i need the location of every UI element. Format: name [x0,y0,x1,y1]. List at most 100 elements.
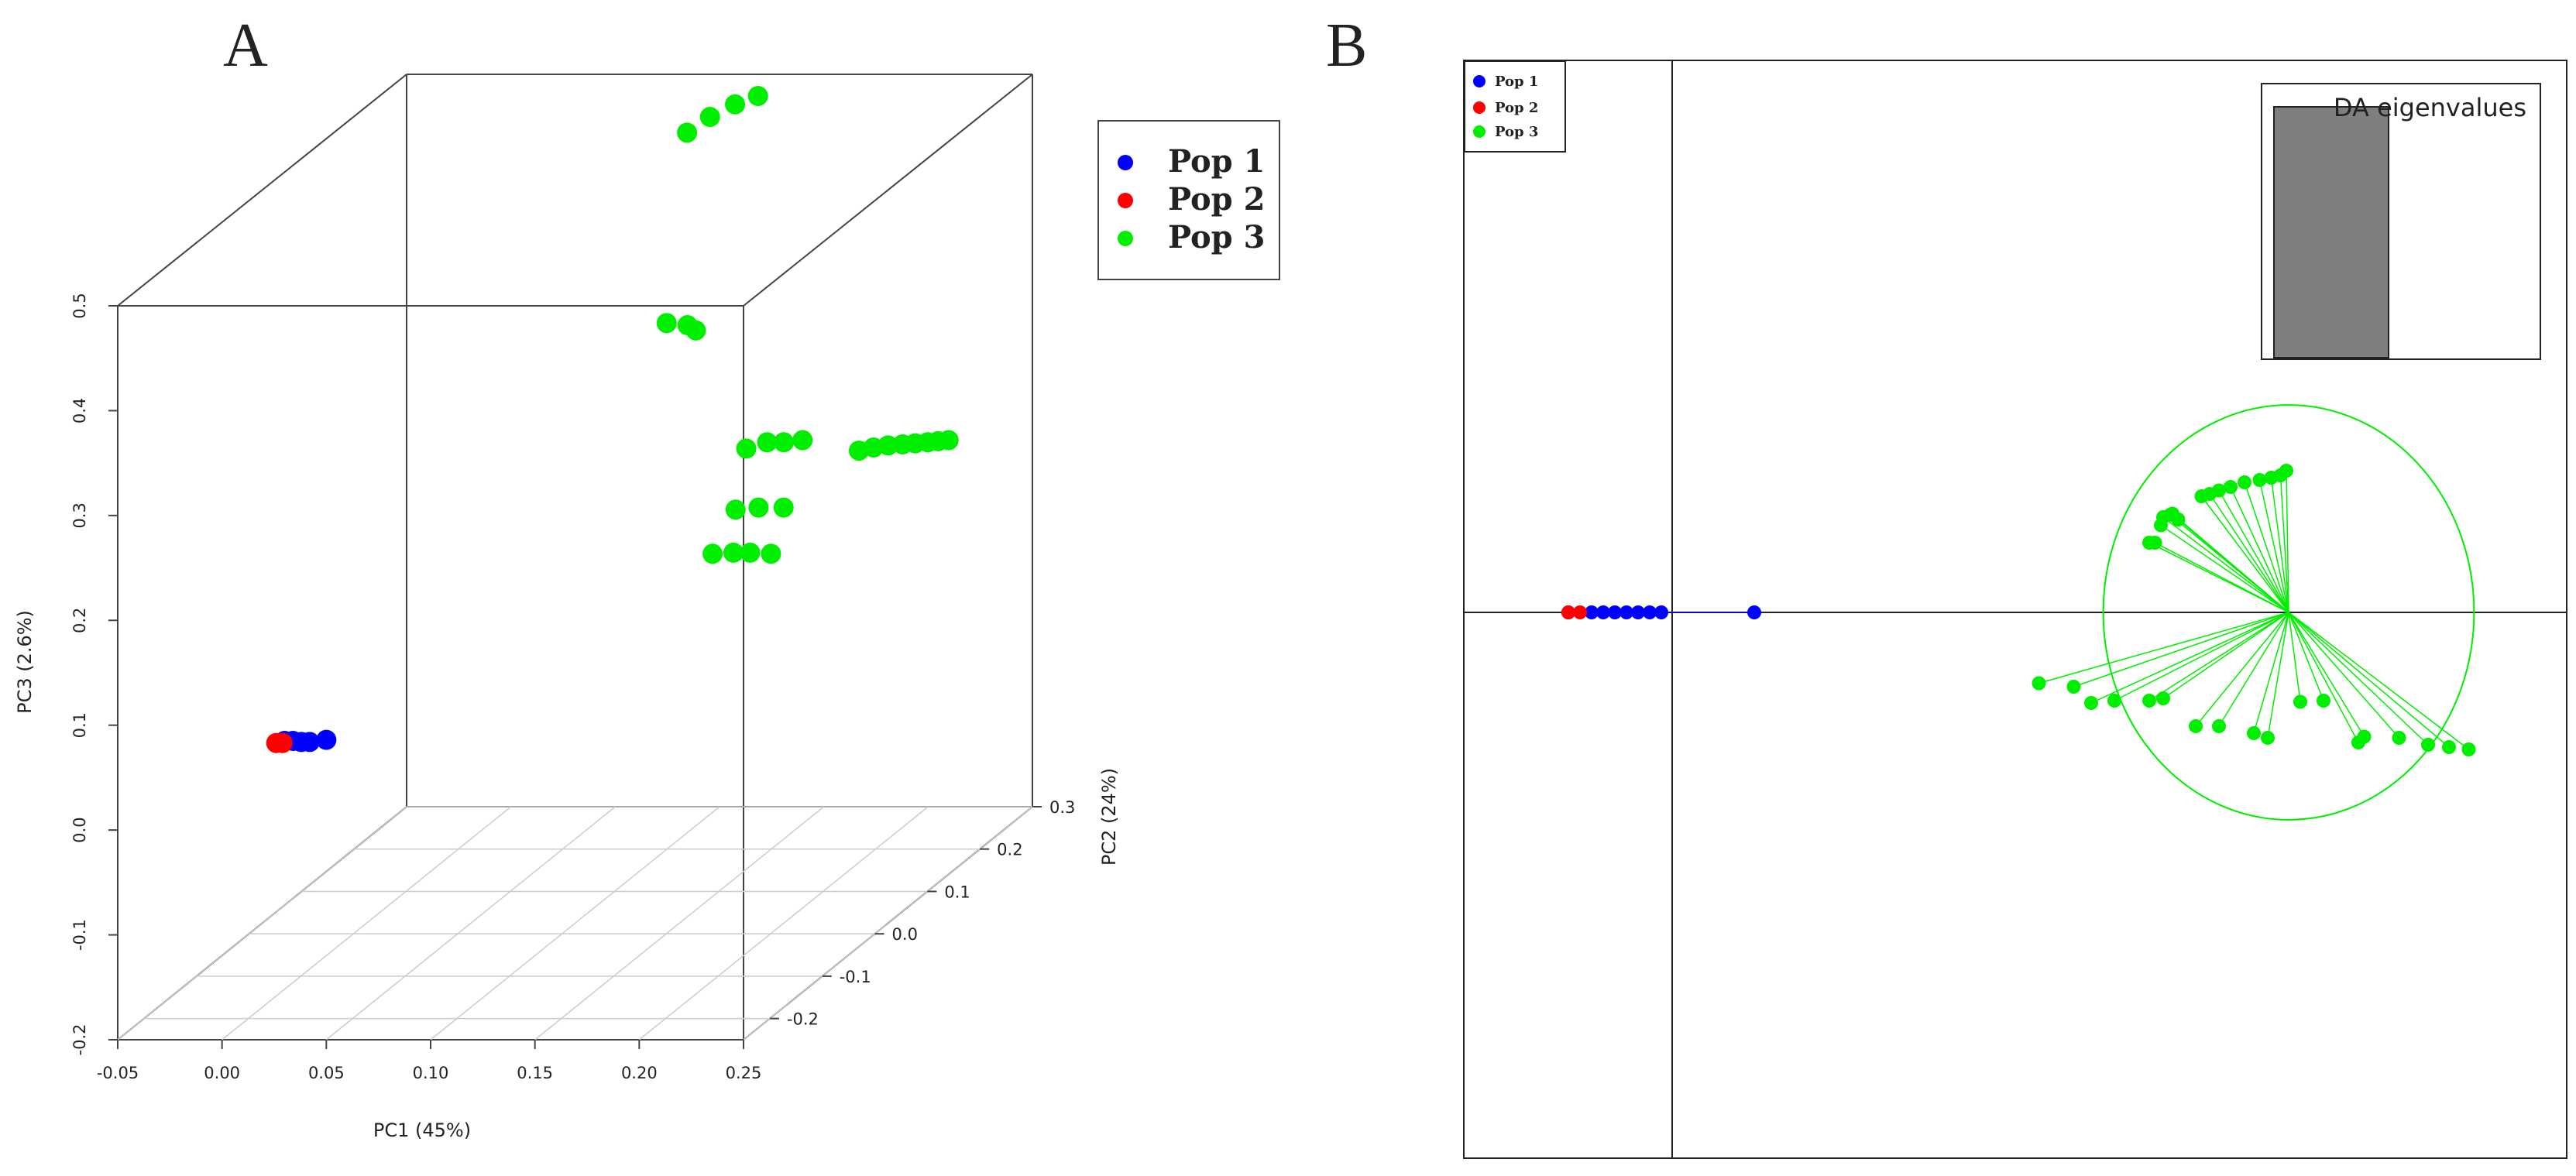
b-spoke-pop3 [2148,612,2289,701]
panel-b-label: B [1326,12,1367,80]
b-spoke-pop3 [2288,612,2450,748]
a-legend-marker-pop2 [1118,193,1133,208]
a-z-tick-label: 0.3 [70,502,89,528]
b-eigenvalues-inset: DA eigenvalues [2261,83,2541,360]
b-point-pop3 [2148,536,2162,550]
a-y-tick-label: 0.3 [1049,798,1075,817]
b-legend: Pop 1 Pop 2 Pop 3 [1464,60,1566,153]
a-point-pop1 [299,732,320,753]
b-spoke-pop3 [2195,612,2289,727]
b-point-pop1 [1643,605,1657,619]
a-x-tick-label: 0.20 [621,1064,658,1082]
b-spoke-pop3 [2038,612,2289,684]
a-z-tick-label: -0.2 [70,1024,89,1056]
a-point-pop3 [685,320,706,341]
b-point-pop1 [1747,605,1761,619]
b-spoke-pop3 [2160,524,2289,613]
b-plot-frame [1463,60,2567,1159]
b-spoke-pop3 [2114,612,2289,701]
a-grid-line [117,806,407,1041]
a-grid-line [222,806,512,1041]
b-spoke-pop3 [2218,612,2289,727]
b-point-pop3 [2279,464,2293,478]
b-point-pop3 [2156,691,2170,705]
b-legend-marker-pop3 [1473,125,1485,138]
a-grid-line [325,806,616,1041]
b-point-pop3 [2247,726,2261,740]
b-point-pop2 [1573,605,1587,619]
b-point-pop1 [1631,605,1645,619]
b-point-pop3 [2084,696,2098,710]
panel-b-dapc-scatter: Pop 1 Pop 2 Pop 3 DA eigenvalues [1463,60,2567,1159]
a-z-axis-title: PC3 (2.6%) [14,610,36,714]
b-point-pop3 [2442,740,2456,754]
b-inset-bars [2273,106,2389,358]
a-grid-line [534,806,825,1041]
b-point-pop3 [2392,731,2406,745]
b-point-pop3 [2252,473,2267,487]
b-spoke-pop3 [2090,612,2289,704]
b-spoke-pop3 [2267,612,2289,739]
b-spoke-pop3 [2253,612,2289,734]
b-legend-marker-pop2 [1473,101,1485,114]
a-x-tick-label: 0.05 [308,1064,345,1082]
b-spoke-pop3 [2288,612,2359,743]
a-point-pop3 [757,432,778,453]
b-point-pop1 [1654,605,1668,619]
b-point-pop3 [2142,694,2156,708]
a-point-pop2 [272,732,293,753]
b-point-pop3 [2163,508,2177,522]
b-spoke-pop3 [2288,612,2469,750]
a-axis-ticks: -0.05 0.00 0.05 0.10 0.15 0.20 0.25 -0.2 -0.1 0.0… [70,293,1075,1082]
a-point-pop1 [316,729,337,750]
a-plot-box [117,74,1033,1041]
b-points [1561,404,2476,821]
b-legend-label-pop3: Pop 3 [1495,124,1538,140]
b-spoke-pop3 [2218,490,2289,613]
a-legend-label-pop1: Pop 1 [1168,143,1265,180]
a-x-axis-title: PC1 (45%) [373,1119,471,1141]
b-point-pop1 [1596,605,1610,619]
b-point-pop3 [2293,694,2307,709]
b-eigenvalue-bar [2273,106,2389,358]
b-point-pop3 [2212,483,2226,498]
a-point-pop3 [656,313,677,334]
a-y-tick-label: 0.1 [944,883,970,901]
a-point-pop3 [748,497,769,518]
a-point-pop3 [878,435,898,456]
a-legend-marker-pop1 [1118,155,1133,170]
b-point-pop3 [2189,719,2203,733]
b-point-pop1 [1585,605,1599,619]
b-spoke-pop3 [2162,516,2289,613]
a-legend-label-pop2: Pop 2 [1168,181,1265,218]
b-point-pop3 [2461,742,2476,756]
a-points [266,85,959,753]
a-y-tick-label: 0.2 [997,841,1022,859]
b-legend-label-pop2: Pop 2 [1495,100,1538,116]
b-spoke-pop3 [2288,612,2429,746]
a-box-edge [743,74,1033,307]
a-legend: Pop 1 Pop 2 Pop 3 [1097,120,1280,280]
b-spoke-pop3 [2288,612,2301,702]
b-point-pop3 [2238,475,2251,489]
a-point-pop3 [774,432,795,453]
b-spoke-pop3 [2279,475,2289,613]
a-point-pop3 [773,497,794,518]
b-point-pop3 [2032,676,2046,691]
b-spoke-pop3 [2162,612,2289,699]
a-point-pop3 [699,107,720,128]
a-grid-line [430,806,720,1041]
a-z-tick-label: 0.5 [70,293,89,318]
b-spoke-pop3 [2288,612,2365,737]
a-point-pop3 [677,122,698,143]
a-z-tick-label: -0.1 [70,919,89,951]
b-spoke-pop3 [2209,493,2289,613]
b-inset-title: DA eigenvalues [2334,93,2526,122]
a-point-pop3 [740,542,761,563]
b-spoke-pop3 [2073,612,2289,687]
a-x-tick-label: 0.00 [204,1064,240,1082]
b-point-pop2 [1561,605,1575,619]
a-legend-marker-pop3 [1118,231,1133,246]
b-point-pop3 [2317,694,2330,708]
